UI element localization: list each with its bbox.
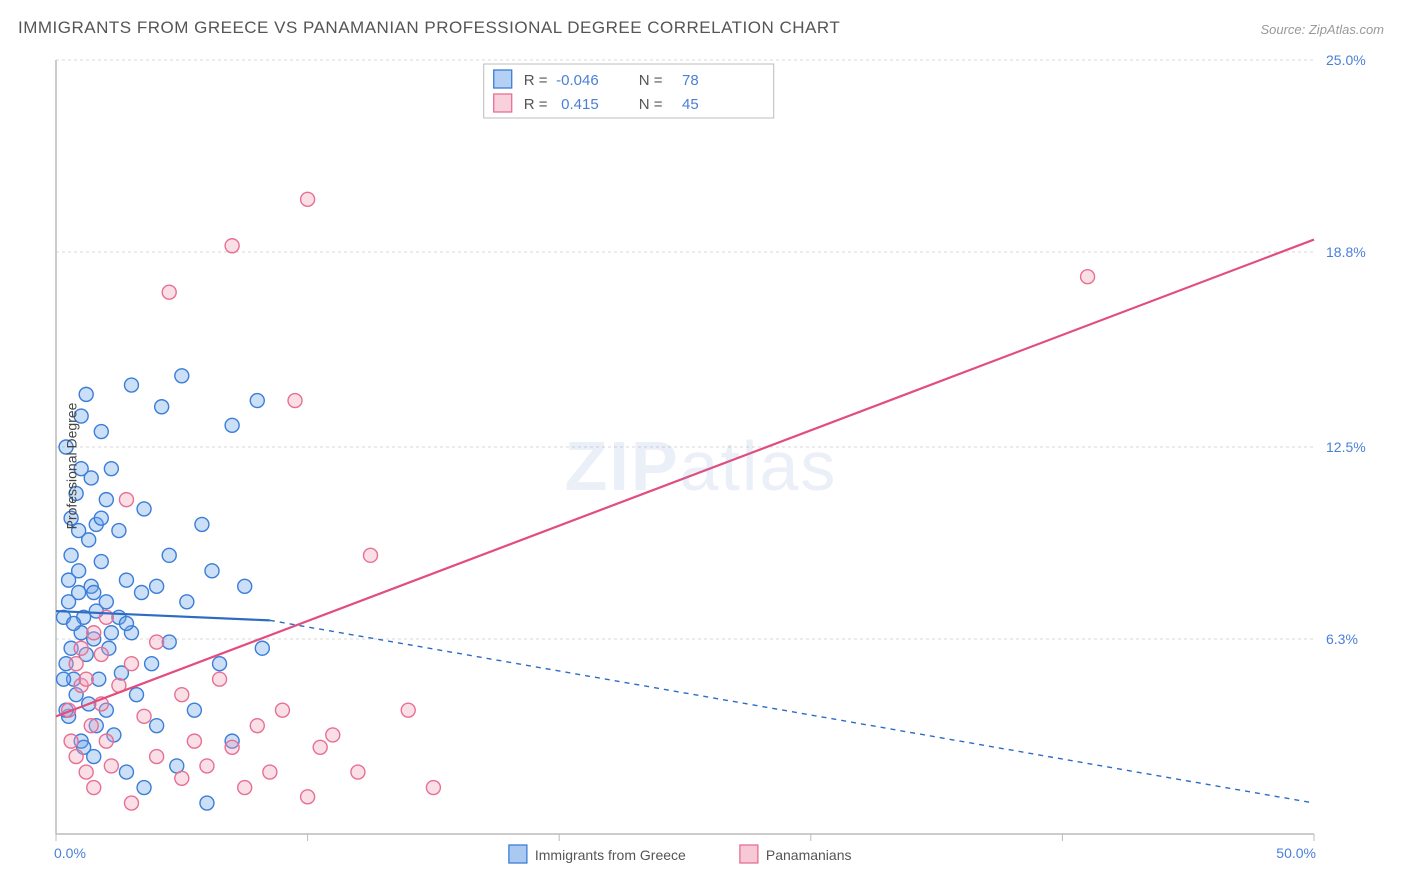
svg-text:-0.046: -0.046 — [556, 72, 599, 89]
svg-text:25.0%: 25.0% — [1326, 52, 1366, 68]
chart-title: IMMIGRANTS FROM GREECE VS PANAMANIAN PRO… — [18, 18, 840, 38]
svg-text:0.415: 0.415 — [561, 96, 599, 113]
svg-text:18.8%: 18.8% — [1326, 244, 1366, 260]
svg-text:0.0%: 0.0% — [54, 845, 86, 861]
svg-text:45: 45 — [682, 96, 699, 113]
chart-container: Professional Degree ZIPatlas 0.0%50.0%6.… — [18, 50, 1384, 882]
chart-source: Source: ZipAtlas.com — [1260, 22, 1384, 37]
svg-text:6.3%: 6.3% — [1326, 631, 1358, 647]
svg-text:Immigrants from Greece: Immigrants from Greece — [535, 847, 686, 863]
correlation-chart: 0.0% 50.0% 6.3% 12.5% 18.8% 25.0% R = -0.046 N =… — [18, 50, 1384, 882]
svg-text:78: 78 — [682, 72, 699, 89]
svg-text:50.0%: 50.0% — [1276, 845, 1316, 861]
svg-text:N =: N = — [639, 72, 663, 89]
svg-text:Panamanians: Panamanians — [766, 847, 852, 863]
svg-text:N =: N = — [639, 96, 663, 113]
svg-text:R =: R = — [524, 72, 548, 89]
svg-text:12.5%: 12.5% — [1326, 439, 1366, 455]
svg-text:R =: R = — [524, 96, 548, 113]
y-axis-label: Professional Degree — [63, 403, 79, 530]
